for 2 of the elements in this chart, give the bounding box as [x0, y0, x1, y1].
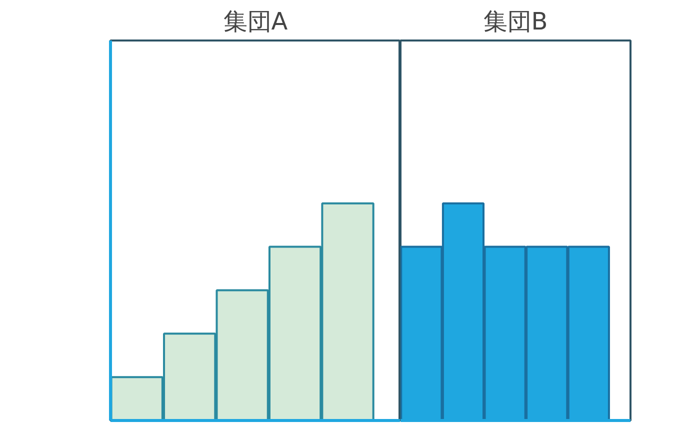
chart-title: 集団A	[223, 8, 288, 36]
chart-title: 集団B	[483, 8, 548, 36]
